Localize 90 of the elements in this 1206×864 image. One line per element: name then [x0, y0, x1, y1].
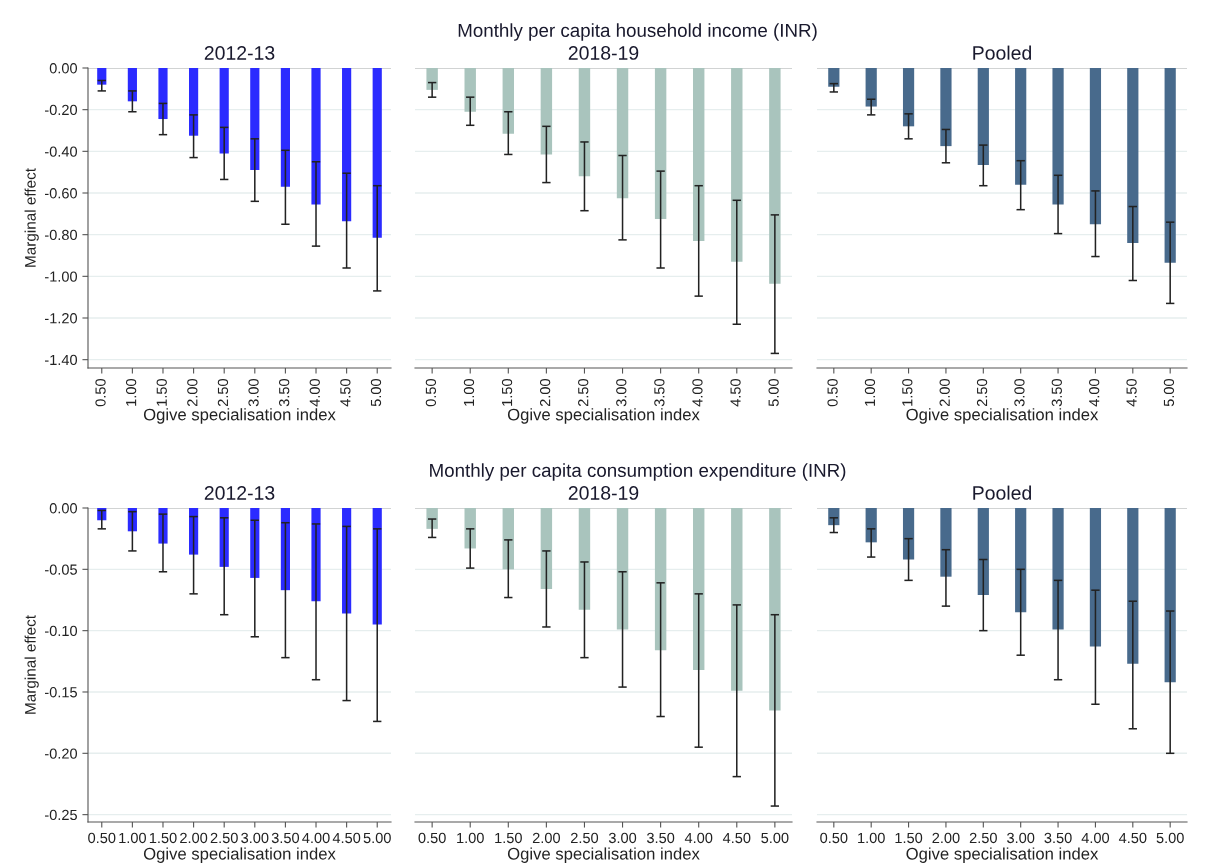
x-tick-label: 4.00: [1089, 378, 1100, 407]
x-axis-title: Ogive specialisation index: [507, 847, 700, 863]
x-tick-label: 2.00: [539, 378, 551, 407]
y-tick-label: -0.40: [44, 146, 78, 157]
y-tick-label: -0.25: [44, 809, 77, 821]
x-tick-label: 0.50: [820, 832, 848, 844]
x-tick-label: 3.50: [271, 832, 300, 844]
x-axis-title: Ogive specialisation index: [143, 847, 336, 863]
y-tick-label: -1.20: [44, 313, 78, 324]
x-tick-label: 3.00: [616, 378, 627, 407]
x-tick-label: 3.00: [1014, 378, 1025, 407]
x-tick-label: 2.50: [217, 378, 229, 407]
x-tick-label: 4.50: [722, 832, 751, 844]
x-tick-label: 1.50: [156, 378, 167, 406]
chart-title: 2018-19: [568, 46, 639, 60]
x-tick-label: 2.00: [932, 832, 960, 844]
x-tick-label: 5.00: [1156, 832, 1184, 844]
x-axis-title: Ogive specialisation index: [507, 408, 700, 424]
x-tick-label: 3.00: [608, 832, 637, 844]
chart-title: Pooled: [973, 45, 1032, 60]
x-tick-label: 1.00: [119, 832, 146, 844]
y-tick-label: -0.10: [44, 625, 78, 637]
x-axis-title: Ogive specialisation index: [906, 408, 1099, 424]
x-tick-label: 1.50: [902, 378, 913, 406]
y-tick-label: -0.05: [44, 564, 77, 575]
x-tick-label: 5.00: [761, 832, 789, 844]
y-tick-label: -1.40: [44, 354, 78, 366]
x-tick-label: 1.00: [858, 832, 885, 844]
x-tick-label: 3.50: [654, 378, 665, 407]
x-tick-label: 3.50: [279, 378, 290, 407]
x-tick-label: 4.00: [309, 378, 320, 407]
x-tick-label: 3.00: [1007, 832, 1035, 844]
x-tick-label: 2.50: [210, 832, 238, 844]
y-tick-label: -0.15: [44, 687, 77, 698]
x-tick-label: 5.00: [1163, 378, 1175, 407]
x-tick-label: 3.00: [241, 832, 269, 844]
x-tick-label: 4.50: [1126, 378, 1137, 407]
x-tick-label: 5.00: [370, 378, 382, 407]
text: Monthly per capita household income (INR): [458, 23, 817, 41]
x-tick-label: 3.00: [248, 378, 259, 407]
x-tick-label: 1.00: [125, 378, 137, 406]
y-tick-label: -1.00: [44, 271, 78, 282]
x-axis-title: Ogive specialisation index: [906, 847, 1099, 863]
y-tick-label: 0.00: [49, 503, 78, 514]
x-tick-label: 1.00: [463, 378, 475, 406]
x-tick-label: 1.00: [457, 832, 484, 844]
x-tick-label: 3.50: [1051, 378, 1062, 407]
chart-title: 2012-13: [204, 46, 275, 60]
x-tick-label: 5.00: [363, 832, 391, 844]
x-tick-label: 0.50: [827, 378, 838, 407]
x-tick-label: 0.50: [418, 832, 446, 844]
x-tick-label: 4.00: [302, 832, 330, 844]
x-tick-label: 4.50: [730, 378, 741, 407]
x-tick-label: 0.50: [95, 378, 106, 407]
x-tick-label: 1.50: [895, 832, 923, 844]
x-tick-label: 1.50: [495, 832, 522, 844]
x-tick-label: 5.00: [768, 378, 779, 407]
y-tick-label: -0.80: [44, 229, 78, 241]
y-tick-label: -0.60: [44, 188, 78, 199]
chart-title: 2012-13: [204, 486, 275, 500]
x-axis-title: Ogive specialisation index: [143, 408, 336, 424]
chart-title: Pooled: [973, 485, 1032, 500]
y-tick-label: 0.00: [49, 63, 78, 74]
x-tick-label: 2.00: [180, 832, 208, 844]
x-tick-label: 3.50: [1044, 832, 1072, 844]
x-tick-label: 1.50: [149, 832, 177, 844]
x-tick-label: 2.50: [578, 378, 589, 407]
x-tick-label: 4.50: [332, 832, 361, 844]
x-tick-label: 2.50: [969, 832, 997, 844]
chart-title: 2018-19: [568, 486, 639, 500]
x-tick-label: 2.50: [976, 378, 988, 407]
y-axis-title: Marginal effect: [24, 615, 39, 714]
y-tick-label: -0.20: [44, 748, 78, 759]
y-tick-label: -0.20: [44, 104, 78, 116]
x-tick-label: 4.00: [692, 378, 703, 407]
y-axis-title: Marginal effect: [24, 168, 39, 267]
x-tick-label: 4.00: [1081, 832, 1110, 844]
x-tick-label: 2.00: [532, 832, 560, 844]
x-tick-label: 2.00: [939, 378, 950, 407]
x-tick-label: 4.50: [340, 378, 351, 407]
x-tick-label: 0.50: [425, 378, 437, 407]
x-tick-label: 4.00: [684, 832, 713, 844]
x-tick-label: 1.50: [501, 378, 513, 406]
x-tick-label: 4.50: [1118, 832, 1147, 844]
x-tick-label: 3.50: [646, 832, 675, 844]
x-tick-label: 2.50: [571, 832, 599, 844]
x-tick-label: 2.00: [187, 378, 198, 407]
x-tick-label: 0.50: [88, 832, 116, 844]
text: Monthly per capita consumption expenditure (INR): [430, 463, 846, 481]
x-tick-label: 1.00: [864, 378, 876, 406]
